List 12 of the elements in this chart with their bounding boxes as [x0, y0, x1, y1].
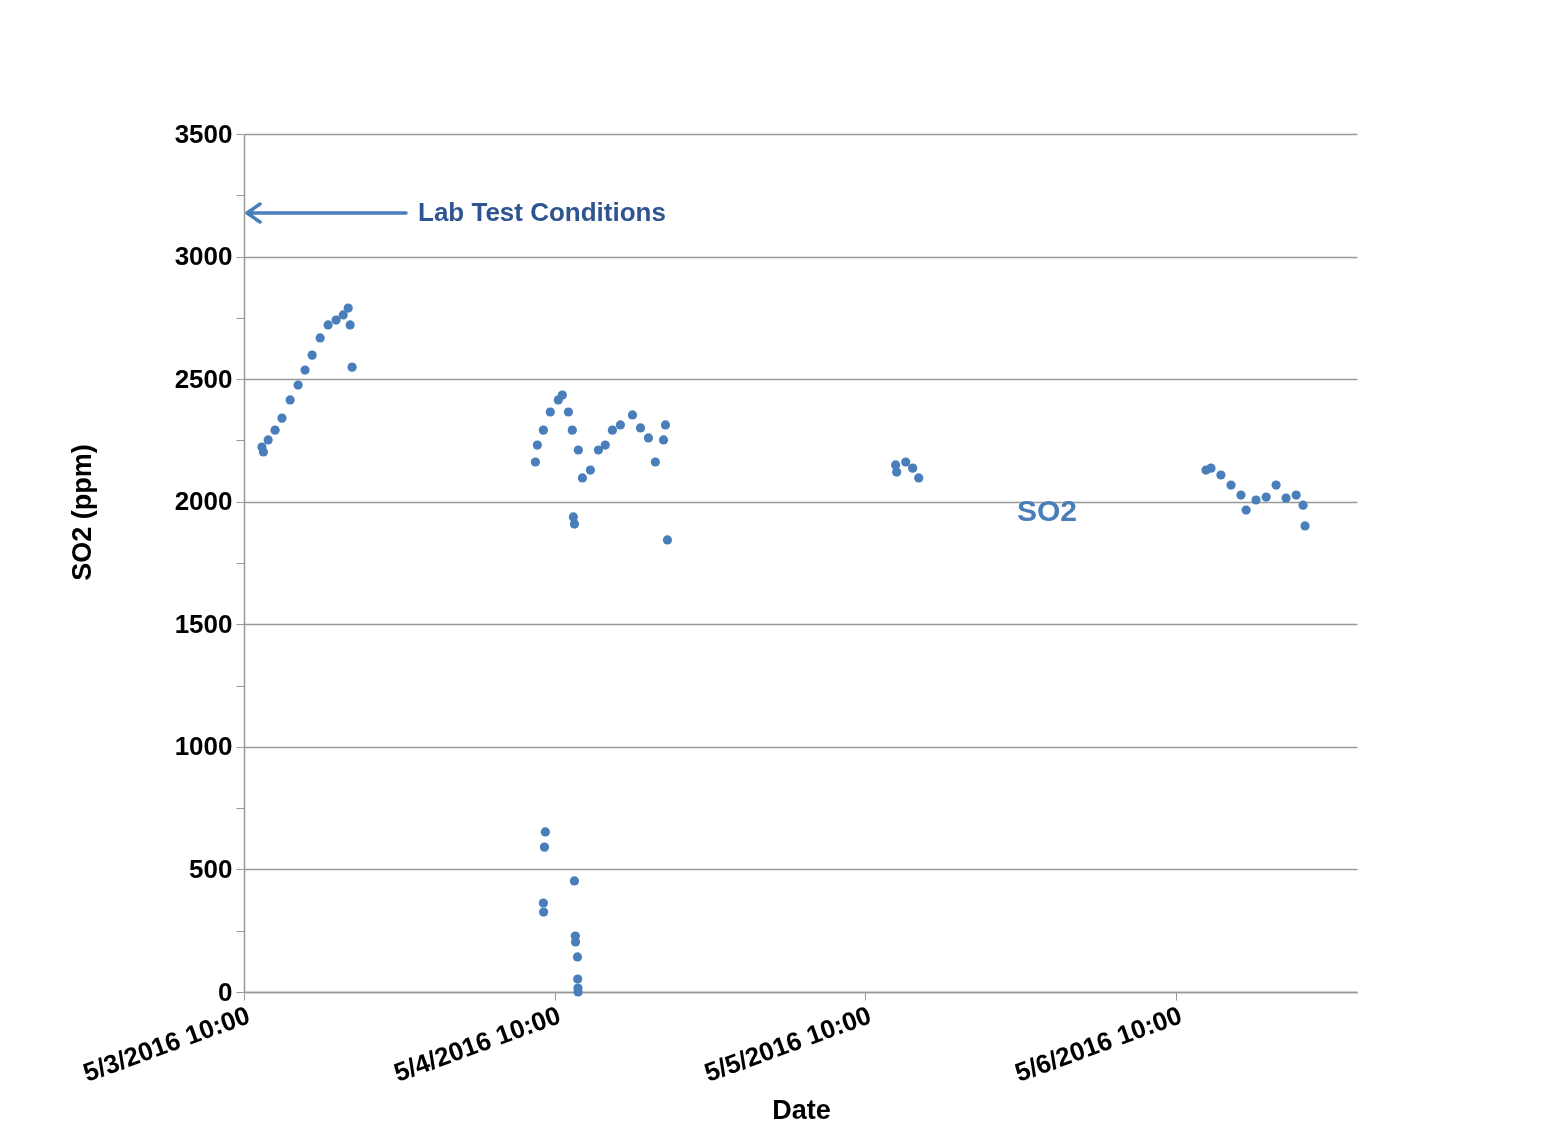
y-tick-label: 2000 — [174, 486, 233, 517]
text: SO2 — [1016, 494, 1078, 527]
x-axis-title: Date — [772, 1094, 831, 1125]
y-tick-label: 1000 — [174, 731, 233, 762]
y-tick-label: 500 — [189, 853, 233, 884]
y-axis-title: SO2 (ppm) — [66, 444, 97, 581]
annotation: Lab Test Conditions — [418, 197, 666, 227]
y-tick-label: 3000 — [174, 241, 233, 272]
y-tick-label: 3500 — [174, 118, 233, 149]
y-tick-label: 1500 — [174, 608, 233, 639]
y-tick-label: 2500 — [174, 363, 233, 394]
y-tick-label: 0 — [218, 976, 233, 1007]
